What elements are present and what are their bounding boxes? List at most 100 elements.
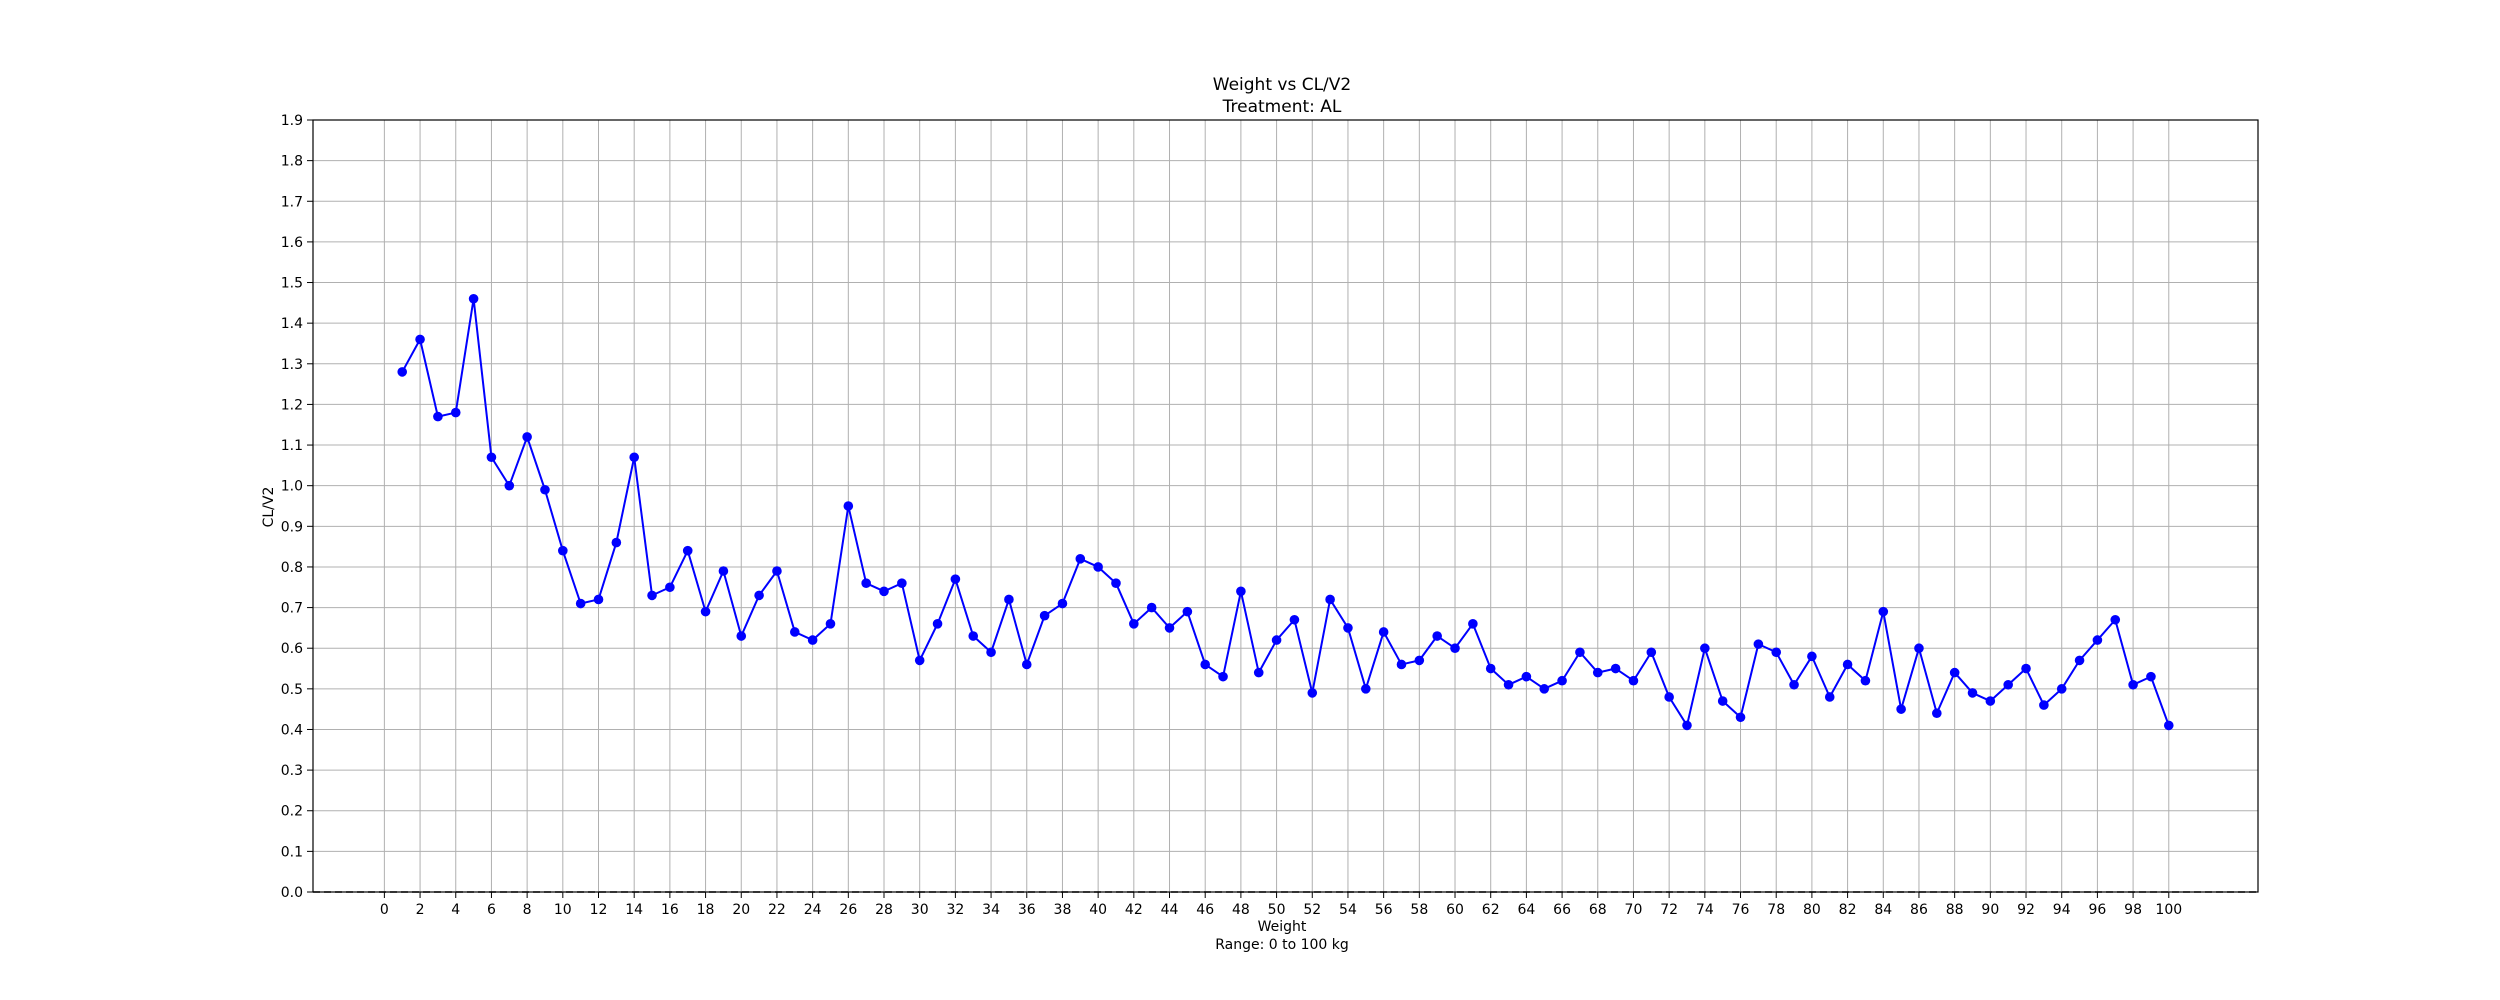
x-tick-label: 4 bbox=[451, 902, 460, 918]
data-point bbox=[2163, 720, 2174, 731]
data-point bbox=[2021, 663, 2031, 674]
data-point bbox=[754, 590, 764, 601]
data-point bbox=[986, 647, 996, 658]
data-point bbox=[897, 578, 907, 588]
y-tick-label: 1.0 bbox=[281, 479, 303, 495]
data-point bbox=[700, 606, 711, 617]
data-point bbox=[2128, 679, 2138, 690]
data-point bbox=[807, 635, 818, 645]
data-point bbox=[1450, 643, 1460, 654]
x-tick-label: 98 bbox=[2124, 902, 2142, 918]
y-tick-label: 0.2 bbox=[281, 804, 303, 820]
y-tick-label: 0.4 bbox=[281, 722, 303, 738]
x-tick-label: 82 bbox=[1839, 902, 1857, 918]
data-point bbox=[1396, 659, 1407, 670]
x-tick-label: 46 bbox=[1196, 902, 1214, 918]
x-tick-label: 18 bbox=[697, 902, 715, 918]
x-tick-label: 16 bbox=[661, 902, 679, 918]
data-point bbox=[558, 545, 568, 556]
y-tick-label: 0.1 bbox=[281, 844, 303, 860]
y-tick-label: 1.5 bbox=[281, 276, 303, 292]
x-axis-range-note: Range: 0 to 100 kg bbox=[1215, 937, 1349, 953]
data-point bbox=[575, 598, 586, 609]
y-tick-label: 1.8 bbox=[281, 154, 303, 170]
x-tick-label: 66 bbox=[1553, 902, 1571, 918]
x-tick-label: 34 bbox=[982, 902, 1000, 918]
x-axis-label: Weight bbox=[1258, 919, 1307, 935]
data-point bbox=[1468, 619, 1478, 629]
data-point bbox=[1753, 639, 1764, 649]
x-tick-label: 50 bbox=[1268, 902, 1286, 918]
data-point bbox=[1432, 631, 1442, 641]
data-point bbox=[1592, 667, 1603, 678]
y-tick-label: 1.1 bbox=[281, 438, 303, 454]
data-point bbox=[1557, 675, 1567, 686]
data-point bbox=[611, 537, 622, 548]
plot-frame bbox=[312, 119, 2259, 893]
x-tick-label: 14 bbox=[625, 902, 643, 918]
data-point bbox=[968, 631, 979, 641]
x-tick-label: 28 bbox=[875, 902, 893, 918]
series-line bbox=[401, 297, 2170, 727]
data-point bbox=[1200, 659, 1211, 670]
y-tick-label: 1.2 bbox=[281, 397, 303, 413]
y-tick-label: 0.9 bbox=[281, 519, 303, 535]
data-point bbox=[486, 452, 497, 463]
x-tick-label: 78 bbox=[1767, 902, 1785, 918]
x-tick-label: 30 bbox=[911, 902, 929, 918]
x-tick-label: 58 bbox=[1410, 902, 1428, 918]
data-point bbox=[1307, 688, 1318, 698]
data-point bbox=[1004, 594, 1014, 605]
y-tick-label: 1.3 bbox=[281, 357, 303, 373]
y-tick-label: 0.0 bbox=[281, 885, 303, 901]
data-point bbox=[843, 501, 854, 511]
x-axis-ticks: 0 2 4 6 8 10 12 14 16 18 20 22 24 26 28 30 32 34 36 38 40 42 4… bbox=[380, 892, 2182, 918]
data-point bbox=[1896, 704, 1906, 714]
data-point bbox=[2110, 614, 2121, 625]
y-axis-ticks: 0.0 0.1 0.2 0.3 0.4 0.5 0.6 0.7 0.8 0.9 1.0 1.1 1.2 1… bbox=[281, 113, 313, 901]
data-point bbox=[1771, 647, 1782, 658]
data-point bbox=[1860, 675, 1871, 686]
x-tick-label: 90 bbox=[1981, 902, 1999, 918]
x-tick-label: 64 bbox=[1517, 902, 1535, 918]
data-point bbox=[1878, 606, 1889, 617]
data-point bbox=[1503, 679, 1514, 690]
data-point bbox=[415, 334, 425, 345]
x-tick-label: 92 bbox=[2017, 902, 2035, 918]
x-tick-label: 2 bbox=[416, 902, 425, 918]
data-point bbox=[593, 594, 604, 605]
x-tick-label: 76 bbox=[1732, 902, 1750, 918]
x-tick-label: 80 bbox=[1803, 902, 1821, 918]
data-point bbox=[540, 484, 550, 495]
data-point bbox=[1271, 635, 1282, 645]
x-tick-label: 88 bbox=[1946, 902, 1964, 918]
y-tick-label: 0.6 bbox=[281, 641, 303, 657]
data-point bbox=[1146, 602, 1157, 613]
x-tick-label: 72 bbox=[1660, 902, 1678, 918]
x-tick-label: 24 bbox=[804, 902, 822, 918]
data-point bbox=[2074, 655, 2085, 666]
data-point bbox=[665, 582, 675, 593]
data-point bbox=[504, 480, 515, 491]
x-tick-label: 84 bbox=[1874, 902, 1892, 918]
x-tick-label: 40 bbox=[1089, 902, 1107, 918]
x-tick-label: 10 bbox=[554, 902, 572, 918]
data-point bbox=[772, 566, 782, 576]
data-point bbox=[1735, 712, 1746, 723]
data-point bbox=[1932, 708, 1942, 719]
data-point bbox=[1700, 643, 1710, 654]
x-tick-label: 36 bbox=[1018, 902, 1036, 918]
y-tick-label: 0.3 bbox=[281, 763, 303, 779]
data-point bbox=[1057, 598, 1068, 609]
x-tick-label: 20 bbox=[732, 902, 750, 918]
data-point bbox=[1378, 627, 1389, 637]
data-point bbox=[2146, 671, 2156, 682]
x-tick-label: 6 bbox=[487, 902, 496, 918]
data-point bbox=[1789, 679, 1799, 690]
x-tick-label: 48 bbox=[1232, 902, 1250, 918]
data-point bbox=[1914, 643, 1924, 654]
x-tick-label: 100 bbox=[2155, 902, 2182, 918]
data-point bbox=[861, 578, 871, 588]
